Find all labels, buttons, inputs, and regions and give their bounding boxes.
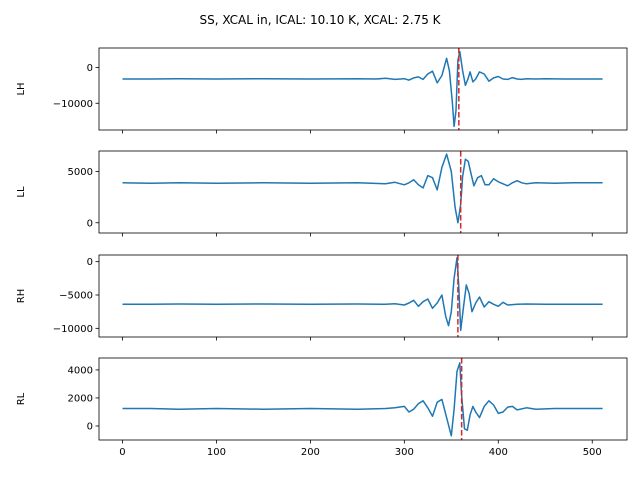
x-tick-label: 100 [207,447,226,458]
x-tick-label: 400 [489,447,508,458]
series-line-rh [122,256,603,332]
y-tick-label: 0 [87,421,93,432]
subplot-lh: 0 −10000 LH [16,47,628,134]
y-tick-label: −10000 [53,99,93,110]
y-tick-label: 4000 [68,365,93,376]
y-tick-label: 0 [87,63,93,74]
series-line-lh [122,50,603,128]
plot-frame [98,254,628,338]
series-line-ll [122,153,603,224]
series-line-rl [122,362,603,437]
subplot-stack: 0−10000LH50000LL0−5000−10000RH4000200000… [16,47,628,458]
y-axis-label: LH [16,82,27,95]
y-axis-label: LL [16,186,27,198]
subplot-ll: 5000 0 LL [16,150,628,237]
figure-title: SS, XCAL in, ICAL: 10.10 K, XCAL: 2.75 K [199,13,441,27]
subplot-rh: 0 −5000 −10000 RH [16,254,628,341]
y-tick-label: 0 [87,257,93,268]
y-tick-label: 0 [87,218,93,229]
x-tick-label: 300 [395,447,414,458]
y-tick-label: 5000 [68,167,93,178]
plot-frame [98,150,628,234]
x-tick-label: 500 [583,447,602,458]
x-tick-label: 200 [301,447,320,458]
x-tick-label: 0 [119,447,125,458]
y-tick-label: −5000 [59,291,93,302]
y-axis-label: RH [16,289,27,303]
y-axis-label: RL [16,392,27,405]
y-tick-label: 2000 [68,393,93,404]
plot-frame [98,357,628,441]
subplot-rl: 4000 2000 0 0 100 200 300 400 500 RL [16,357,628,458]
plot-frame [98,47,628,131]
y-tick-label: −10000 [53,324,93,335]
